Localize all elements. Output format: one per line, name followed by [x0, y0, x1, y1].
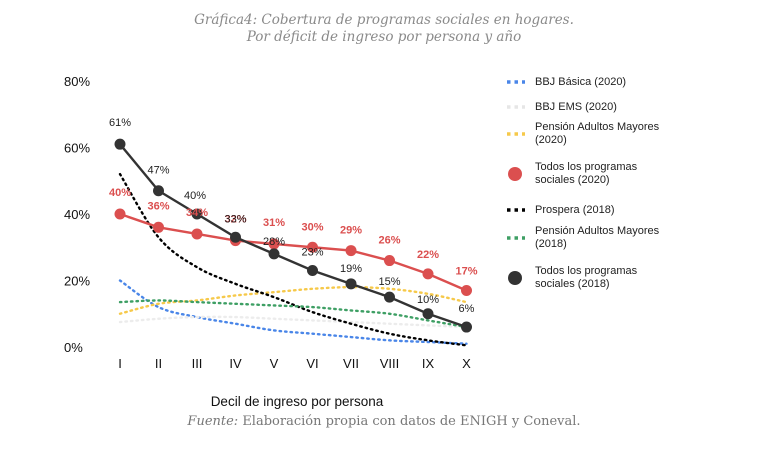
data-label: 47%: [147, 165, 169, 177]
series-line-pensi-n-adultos-mayores-2020-: [118, 285, 468, 315]
x-tick-label: II: [155, 356, 162, 371]
legend-label: Prospera (2018): [535, 204, 615, 216]
x-tick-label: IV: [229, 356, 242, 371]
legend-label: Todos los programas sociales (2018): [535, 265, 638, 290]
legend-label: BBJ Básica (2020): [535, 76, 627, 88]
data-label: 10%: [417, 294, 439, 306]
chart-source: Fuente: Elaboración propia con datos de …: [0, 414, 768, 429]
legend-label: Pensión Adultos Mayores (2020): [535, 121, 660, 146]
y-tick-label: 0%: [64, 340, 83, 355]
legend-label: Todos los programas sociales (2020): [535, 161, 638, 186]
data-label: 22%: [417, 249, 439, 261]
legend-symbol: [508, 271, 522, 285]
data-point-todos-los-programas-sociales-2018-: [114, 138, 126, 150]
legend-symbol: [507, 80, 525, 84]
y-tick-label: 80%: [64, 74, 90, 89]
data-label: 15%: [378, 276, 400, 288]
legend-symbol: [507, 105, 525, 109]
data-label: 26%: [378, 235, 400, 247]
data-label: 40%: [109, 187, 131, 199]
data-point-todos-los-programas-sociales-2018-: [422, 308, 434, 320]
legend-symbol: [507, 132, 525, 136]
data-point-todos-los-programas-sociales-2018-: [268, 248, 280, 260]
data-label: 6%: [459, 303, 475, 315]
x-tick-label: X: [462, 356, 471, 371]
data-point-todos-los-programas-sociales-2020-: [422, 268, 434, 280]
series-line-todos-los-programas-sociales-2018-: [119, 143, 467, 329]
source-text: Elaboración propia con datos de ENIGH y …: [238, 414, 581, 429]
data-point-todos-los-programas-sociales-2018-: [153, 185, 164, 197]
chart-title-text: Cobertura de programas sociales en hogar…: [257, 12, 574, 28]
data-label: 17%: [455, 265, 477, 277]
x-tick-label: V: [270, 356, 279, 371]
data-label: 61%: [109, 117, 131, 129]
data-point-todos-los-programas-sociales-2020-: [153, 221, 164, 233]
x-tick-label: VIII: [380, 356, 400, 371]
y-tick-label: 20%: [64, 274, 90, 289]
data-point-todos-los-programas-sociales-2018-: [461, 321, 472, 333]
data-point-todos-los-programas-sociales-2020-: [345, 245, 357, 257]
legend-symbol: [507, 208, 525, 212]
legend-symbol: [507, 236, 525, 240]
data-point-todos-los-programas-sociales-2018-: [345, 278, 357, 290]
legend-symbol: [508, 167, 522, 181]
data-point-todos-los-programas-sociales-2020-: [191, 228, 203, 240]
series-line-bbj-b-sica-2020-: [118, 279, 468, 345]
data-point-todos-los-programas-sociales-2018-: [191, 208, 203, 220]
data-point-todos-los-programas-sociales-2018-: [384, 291, 395, 303]
x-tick-label: VII: [343, 356, 359, 371]
x-tick-label: III: [192, 356, 203, 371]
source-label: Fuente:: [187, 414, 239, 429]
data-label: 29%: [340, 225, 362, 237]
data-label: 31%: [263, 217, 285, 229]
chart-title-line1: Gráfica4: Cobertura de programas sociale…: [0, 12, 768, 29]
series-line-prospera-2018-: [118, 172, 468, 347]
x-tick-label: VI: [306, 356, 318, 371]
data-point-todos-los-programas-sociales-2020-: [384, 255, 395, 267]
series-line-todos-los-programas-sociales-2020-: [119, 212, 467, 292]
data-point-todos-los-programas-sociales-2020-: [114, 208, 126, 220]
data-point-todos-los-programas-sociales-2020-: [461, 284, 472, 296]
chart-title-prefix: Gráfica4:: [194, 12, 258, 28]
legend-label: Pensión Adultos Mayores (2018): [535, 225, 660, 250]
data-point-todos-los-programas-sociales-2018-: [230, 231, 241, 243]
y-tick-label: 40%: [64, 207, 90, 222]
data-label: 40%: [184, 190, 206, 202]
data-label: 34%: [186, 207, 208, 219]
chart-subtitle: Por déficit de ingreso por persona y año: [246, 29, 522, 45]
data-point-todos-los-programas-sociales-2020-: [268, 238, 280, 250]
series-line-bbj-ems-2020-: [118, 315, 468, 329]
data-label: 23%: [301, 247, 323, 259]
data-point-todos-los-programas-sociales-2020-: [307, 241, 318, 253]
data-label: 36%: [147, 200, 169, 212]
x-tick-label: IX: [422, 356, 435, 371]
data-label: 32%: [224, 214, 246, 226]
data-point-todos-los-programas-sociales-2018-: [307, 265, 318, 277]
legend-label: BBJ EMS (2020): [535, 101, 617, 113]
x-tick-label: I: [118, 356, 122, 371]
data-label: 19%: [340, 263, 362, 275]
x-axis-label: Decil de ingreso por persona: [211, 394, 384, 409]
data-label: 33%: [224, 213, 246, 225]
y-tick-label: 60%: [64, 141, 90, 156]
data-label: 30%: [301, 221, 323, 233]
data-label: 28%: [263, 236, 285, 248]
